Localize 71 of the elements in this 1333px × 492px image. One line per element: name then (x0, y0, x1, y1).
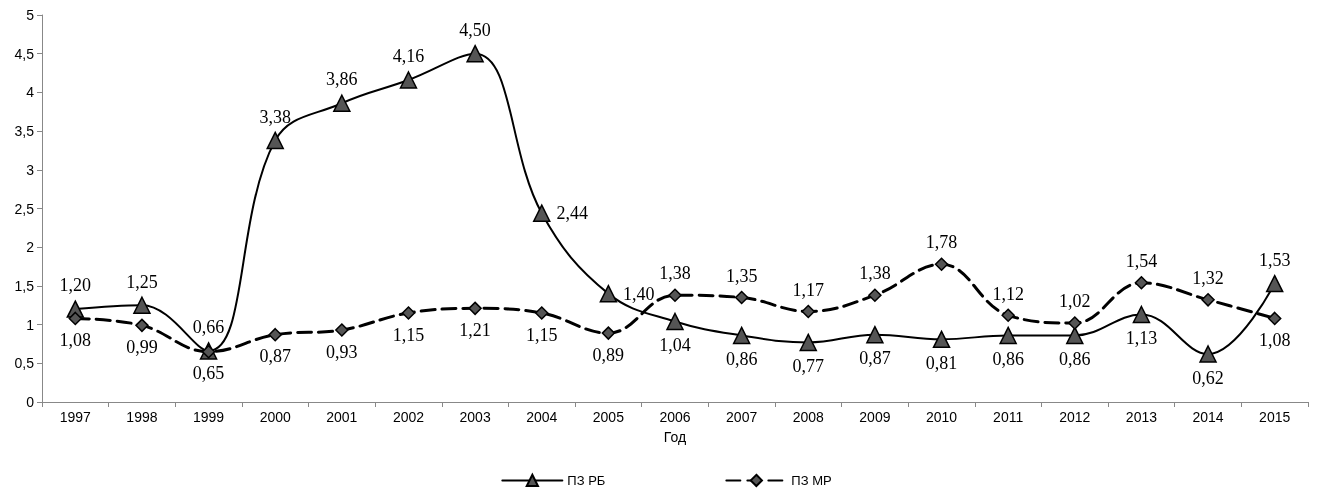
legend-label: ПЗ РБ (567, 472, 606, 488)
x-tick-label: 1997 (59, 409, 92, 425)
y-tick-label: 2 (26, 239, 35, 256)
x-tick-label: 1998 (126, 409, 158, 425)
y-tick-label: 4 (26, 84, 35, 101)
x-tick-label: 2002 (392, 409, 425, 425)
x-tick-label: 1999 (193, 409, 225, 425)
data-label: 1,15 (392, 324, 425, 345)
data-label: 3,86 (326, 69, 358, 90)
data-label: 0,87 (259, 346, 291, 367)
data-label: 1,21 (459, 320, 491, 341)
legend-label: ПЗ МР (791, 472, 832, 488)
data-label: 0,89 (592, 344, 625, 365)
x-tick-label: 2011 (993, 409, 1024, 425)
data-label: 1,02 (1059, 291, 1091, 312)
data-label: 0,62 (1192, 367, 1224, 388)
data-label: 1,32 (1192, 268, 1224, 289)
y-tick-label: 0,5 (14, 355, 35, 372)
x-tick-label: 2007 (726, 409, 758, 425)
data-label: 1,12 (992, 283, 1024, 304)
data-label: 0,86 (725, 349, 758, 370)
y-tick-label: 1,5 (14, 277, 35, 294)
data-label: 4,50 (459, 19, 491, 40)
x-tick-label: 2003 (459, 409, 491, 425)
data-label: 1,53 (1258, 249, 1291, 270)
y-tick-label: 2,5 (14, 200, 35, 217)
y-tick-label: 0 (26, 394, 35, 410)
x-tick-label: 2013 (1125, 409, 1158, 425)
data-label: 1,15 (525, 324, 558, 345)
x-tick-label: 2000 (259, 409, 291, 425)
data-label: 1,08 (59, 330, 92, 351)
data-label: 1,08 (1258, 330, 1291, 351)
x-tick-label: 2004 (526, 409, 558, 425)
x-tick-label: 2001 (326, 409, 358, 425)
data-label: 1,38 (659, 263, 691, 284)
data-label: 0,93 (326, 341, 358, 362)
data-label: 1,13 (1125, 328, 1158, 349)
y-tick-label: 3,5 (14, 123, 35, 140)
data-label: 1,17 (792, 279, 825, 300)
x-tick-label: 2008 (792, 409, 825, 425)
y-tick-label: 5 (26, 7, 35, 23)
x-tick-label: 2014 (1192, 409, 1224, 425)
data-label: 0,65 (192, 363, 225, 384)
x-tick-label: 2015 (1259, 409, 1291, 425)
data-label: 1,38 (859, 263, 891, 284)
data-label: 1,35 (725, 265, 758, 286)
data-label: 1,25 (126, 271, 158, 292)
data-label: 1,04 (659, 335, 691, 356)
x-tick-label: 2010 (925, 409, 958, 425)
data-label: 0,86 (1059, 349, 1091, 370)
data-label: 0,81 (925, 353, 958, 374)
data-label: 1,40 (623, 283, 655, 304)
data-label: 0,66 (192, 317, 225, 338)
y-tick-label: 3 (26, 161, 35, 178)
data-label: 0,87 (859, 348, 891, 369)
data-label: 0,77 (792, 356, 825, 377)
data-label: 1,20 (59, 275, 92, 296)
data-label: 1,54 (1125, 251, 1158, 272)
data-label: 2,44 (556, 203, 588, 224)
data-label: 1,78 (925, 232, 958, 253)
x-tick-label: 2005 (592, 409, 625, 425)
data-label: 0,86 (992, 349, 1024, 370)
data-label: 3,38 (259, 106, 291, 127)
x-tick-label: 2006 (659, 409, 691, 425)
x-axis-title: Год (663, 429, 687, 445)
data-label: 0,99 (126, 337, 158, 358)
y-tick-label: 4,5 (14, 45, 35, 62)
x-tick-label: 2012 (1059, 409, 1091, 425)
x-tick-label: 2009 (859, 409, 891, 425)
y-tick-label: 1 (26, 316, 35, 333)
data-label: 4,16 (392, 46, 425, 67)
